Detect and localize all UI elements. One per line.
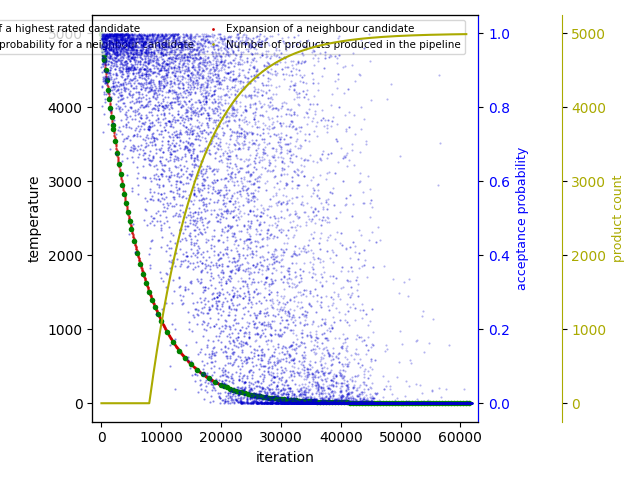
X-axis label: iteration: iteration xyxy=(256,451,315,465)
Y-axis label: product count: product count xyxy=(612,175,625,262)
Legend: Expansion of a highest rated candidate, Acceptance probability for a neighbour c: Expansion of a highest rated candidate, … xyxy=(0,20,465,54)
Y-axis label: temperature: temperature xyxy=(28,175,42,262)
Y-axis label: acceptance probability: acceptance probability xyxy=(516,147,529,290)
